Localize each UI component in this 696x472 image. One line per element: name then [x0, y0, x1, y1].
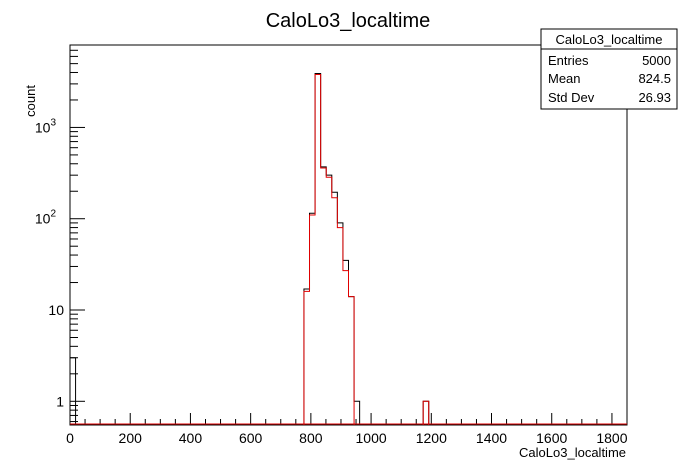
x-axis-title: CaloLo3_localtime [519, 445, 626, 460]
stats-box-frame [540, 28, 678, 110]
x-tick-label: 1800 [596, 430, 627, 446]
y-axis-title: count [23, 85, 38, 117]
x-tick-label: 200 [119, 430, 143, 446]
y-axis-ticks: 1 10 102 103 [35, 44, 85, 423]
stats-box: CaloLo3_localtime Entries 5000 Mean 824.… [540, 28, 678, 110]
stat-entries-label: Entries [548, 53, 589, 68]
x-tick-label: 600 [239, 430, 263, 446]
histogram-bin [321, 168, 327, 425]
stat-stddev-value: 26.93 [638, 90, 671, 105]
histogram-bin [343, 271, 349, 425]
histogram-bin [349, 297, 355, 425]
stat-stddev-label: Std Dev [548, 90, 595, 105]
stats-box-title: CaloLo3_localtime [556, 32, 663, 47]
stat-mean-label: Mean [548, 71, 581, 86]
histogram-bin [332, 198, 338, 425]
y-tick-label: 1 [56, 393, 64, 409]
y-tick-label: 103 [35, 117, 57, 135]
plot-frame [69, 44, 628, 426]
histogram-bin [315, 75, 321, 425]
histogram-bin [423, 401, 429, 425]
y-tick-label: 102 [35, 209, 57, 227]
x-tick-label: 1000 [356, 430, 387, 446]
x-tick-label: 0 [66, 430, 74, 446]
stat-mean-value: 824.5 [638, 71, 671, 86]
stat-entries-value: 5000 [642, 53, 671, 68]
series-0-outline [69, 72, 430, 425]
histogram-bin [326, 177, 332, 425]
histogram-bin [304, 291, 310, 425]
x-tick-label: 1200 [416, 430, 447, 446]
x-tick-label: 1400 [476, 430, 507, 446]
histogram-bin [337, 228, 343, 425]
histogram-bin [70, 358, 76, 425]
series-layer [69, 72, 627, 425]
x-tick-label: 1600 [536, 430, 567, 446]
y-tick-label: 10 [48, 302, 64, 318]
series-1-outline [303, 74, 430, 425]
x-tick-label: 800 [299, 430, 323, 446]
histogram-bin [310, 215, 316, 425]
chart-title: CaloLo3_localtime [266, 10, 431, 32]
histogram-bin [354, 401, 360, 425]
x-tick-label: 400 [179, 430, 203, 446]
